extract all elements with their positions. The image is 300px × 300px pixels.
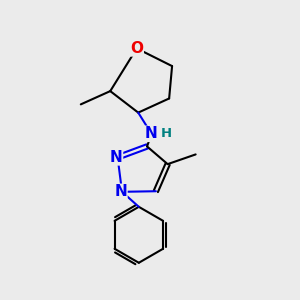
Text: N: N	[114, 184, 127, 199]
Text: N: N	[110, 150, 122, 165]
Text: N: N	[145, 126, 158, 141]
Text: O: O	[130, 41, 143, 56]
Text: H: H	[161, 127, 172, 140]
